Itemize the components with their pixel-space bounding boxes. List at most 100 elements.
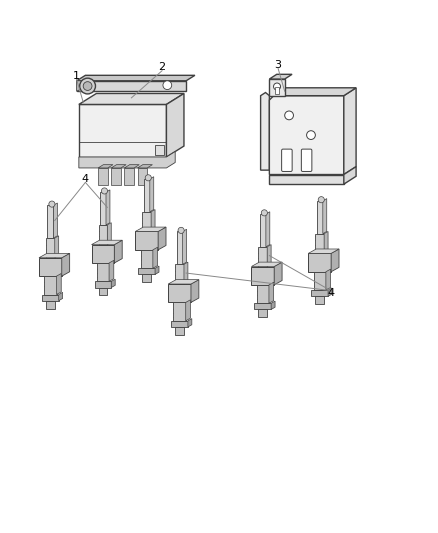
Polygon shape — [46, 301, 55, 309]
Polygon shape — [77, 81, 186, 91]
Polygon shape — [141, 250, 153, 268]
Polygon shape — [150, 177, 154, 212]
Polygon shape — [308, 249, 339, 253]
Polygon shape — [269, 282, 274, 303]
Polygon shape — [79, 104, 166, 157]
Polygon shape — [138, 168, 147, 184]
Polygon shape — [55, 236, 59, 258]
Polygon shape — [97, 263, 109, 281]
Polygon shape — [267, 245, 271, 266]
Polygon shape — [311, 290, 328, 296]
Circle shape — [307, 131, 315, 140]
Polygon shape — [95, 281, 111, 287]
Polygon shape — [106, 190, 110, 225]
Text: 3: 3 — [275, 60, 282, 70]
Polygon shape — [46, 238, 55, 258]
Polygon shape — [138, 268, 155, 274]
Polygon shape — [344, 88, 356, 174]
Polygon shape — [260, 214, 266, 247]
Polygon shape — [62, 253, 70, 276]
Polygon shape — [324, 231, 328, 253]
Polygon shape — [79, 151, 175, 168]
Polygon shape — [173, 302, 186, 321]
Circle shape — [273, 83, 280, 90]
Polygon shape — [184, 262, 188, 284]
Polygon shape — [138, 165, 152, 168]
Polygon shape — [59, 292, 63, 301]
Text: 4: 4 — [82, 174, 89, 184]
Polygon shape — [308, 253, 331, 272]
Polygon shape — [44, 276, 57, 295]
Polygon shape — [331, 249, 339, 272]
Polygon shape — [269, 74, 292, 79]
Polygon shape — [274, 262, 282, 285]
Polygon shape — [258, 247, 267, 266]
Polygon shape — [171, 321, 188, 327]
Polygon shape — [317, 201, 323, 233]
Polygon shape — [315, 233, 324, 253]
Text: 2: 2 — [159, 62, 166, 72]
Polygon shape — [344, 167, 356, 184]
Polygon shape — [42, 295, 59, 301]
Polygon shape — [155, 145, 164, 155]
Polygon shape — [168, 284, 191, 302]
Polygon shape — [100, 192, 106, 225]
Polygon shape — [269, 88, 356, 96]
Polygon shape — [186, 300, 191, 321]
Polygon shape — [47, 205, 53, 238]
Polygon shape — [188, 319, 192, 327]
Circle shape — [80, 78, 95, 94]
Polygon shape — [135, 231, 158, 250]
Polygon shape — [257, 285, 269, 303]
Polygon shape — [269, 174, 344, 184]
FancyBboxPatch shape — [282, 149, 292, 172]
Polygon shape — [111, 165, 126, 168]
Polygon shape — [258, 310, 267, 317]
Circle shape — [261, 210, 267, 216]
Polygon shape — [177, 231, 183, 264]
Polygon shape — [142, 274, 151, 282]
Polygon shape — [124, 168, 134, 184]
Polygon shape — [111, 168, 121, 184]
Polygon shape — [114, 240, 122, 263]
Polygon shape — [53, 203, 57, 238]
Polygon shape — [79, 93, 184, 104]
Polygon shape — [191, 280, 199, 302]
Circle shape — [285, 111, 293, 120]
Polygon shape — [98, 168, 108, 184]
Polygon shape — [98, 165, 113, 168]
Polygon shape — [92, 240, 122, 245]
Polygon shape — [269, 96, 344, 174]
FancyBboxPatch shape — [301, 149, 312, 172]
Polygon shape — [314, 272, 326, 290]
Polygon shape — [107, 223, 111, 245]
Circle shape — [101, 188, 107, 194]
Polygon shape — [168, 280, 199, 284]
Polygon shape — [166, 93, 184, 157]
Polygon shape — [251, 266, 274, 285]
Circle shape — [49, 201, 55, 207]
Circle shape — [178, 227, 184, 233]
Polygon shape — [254, 303, 271, 310]
Circle shape — [318, 197, 324, 203]
Polygon shape — [92, 245, 114, 263]
Polygon shape — [99, 225, 107, 245]
Polygon shape — [135, 227, 166, 231]
Polygon shape — [57, 273, 61, 295]
Polygon shape — [271, 301, 275, 310]
Polygon shape — [99, 287, 107, 295]
Circle shape — [83, 82, 92, 91]
Polygon shape — [315, 296, 324, 304]
Polygon shape — [261, 93, 269, 170]
Polygon shape — [151, 209, 155, 231]
Circle shape — [145, 175, 152, 181]
Polygon shape — [266, 212, 270, 247]
Circle shape — [163, 81, 172, 90]
Polygon shape — [142, 212, 151, 231]
Polygon shape — [269, 79, 285, 96]
Polygon shape — [175, 264, 184, 284]
Polygon shape — [39, 258, 62, 276]
Polygon shape — [328, 288, 332, 296]
FancyBboxPatch shape — [275, 86, 279, 94]
Polygon shape — [109, 260, 114, 281]
